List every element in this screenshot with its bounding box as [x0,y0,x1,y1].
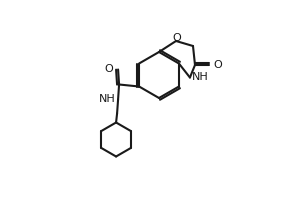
Text: NH: NH [192,72,209,82]
Text: NH: NH [99,94,116,104]
Text: O: O [172,33,182,43]
Text: O: O [213,60,222,70]
Text: O: O [104,64,113,73]
